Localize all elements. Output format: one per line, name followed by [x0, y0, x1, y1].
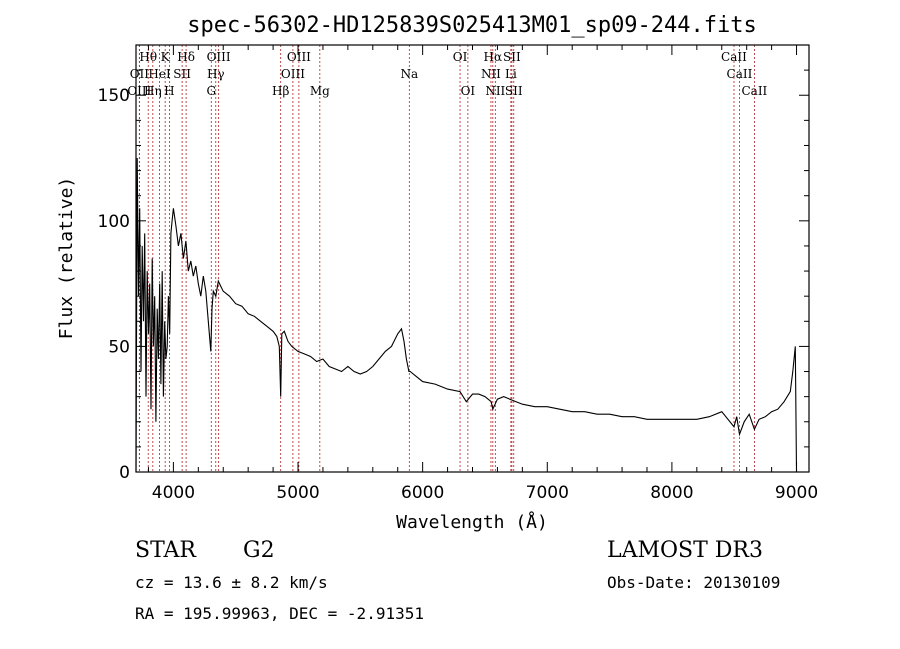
spectral-line-label: SII [173, 67, 191, 81]
spectral-line-label: H [164, 84, 174, 98]
spectral-line-label: OIII [127, 84, 151, 98]
spectral-line-label: K [161, 50, 171, 64]
spectral-line-label: Na [400, 67, 418, 81]
obs-date: Obs-Date: 20130109 [607, 573, 781, 592]
spectral-line-label: OI [461, 84, 476, 98]
y-axis-ticks: 0 50 100 150 [98, 69, 809, 483]
redshift-cz: cz = 13.6 ± 8.2 km/s [135, 573, 328, 592]
spectral-line-label: OII [130, 67, 150, 81]
object-subclass: G2 [243, 538, 275, 563]
x-tick-label: 9000 [775, 483, 818, 503]
spectral-line-label: SII [503, 50, 521, 64]
spectral-line-label: Hβ [272, 84, 289, 98]
ra-dec: RA = 195.99963, DEC = -2.91351 [135, 604, 424, 623]
plot-frame [135, 44, 810, 473]
spectral-line-label: OIII [281, 67, 305, 81]
x-tick-label: 4000 [152, 483, 195, 503]
survey-name: LAMOST DR3 [607, 538, 763, 563]
spectral-line-label: NII [481, 67, 501, 81]
x-axis-ticks: 4000 5000 6000 7000 8000 9000 [147, 45, 818, 503]
spectral-line-label: Hθ [139, 50, 157, 64]
spectral-line-label: Hδ [177, 50, 195, 64]
y-tick-label: 100 [98, 212, 130, 232]
spectral-line-label: OIII [287, 50, 311, 64]
spectral-line-label: NII [485, 84, 505, 98]
spectral-line-label: OI [453, 50, 468, 64]
y-tick-label: 0 [119, 463, 130, 483]
spectral-line-label: Hγ [207, 67, 225, 81]
spectral-line-label: Hα [484, 50, 503, 64]
x-axis-label: Wavelength (Å) [396, 511, 548, 533]
spectral-line-labels: Hθ OII OIII K HeI Hη Hδ SII H OIII Hγ G OIII OIII Hβ Mg… [127, 50, 767, 98]
y-tick-label: 50 [108, 337, 130, 357]
spectral-line-label: CaII [741, 84, 767, 98]
spectral-line-label: G [206, 84, 216, 98]
spectrum-line [135, 157, 798, 473]
spectral-line-label: CaII [727, 67, 753, 81]
object-class: STAR [135, 538, 196, 563]
spectral-line-label: SII [505, 84, 523, 98]
spectral-lines [138, 45, 755, 472]
spectral-line-label: CaII [721, 50, 747, 64]
spectral-line-label: HeI [148, 67, 171, 81]
spectral-line-label: OIII [207, 50, 231, 64]
spectral-line-label: Mg [310, 84, 330, 98]
chart-title: spec-56302-HD125839S025413M01_sp09-244.f… [187, 13, 757, 38]
y-tick-label: 150 [98, 86, 130, 106]
y-axis-label: Flux (relative) [56, 177, 77, 340]
spectral-line-label: Li [505, 67, 517, 81]
x-tick-label: 6000 [401, 483, 444, 503]
x-tick-label: 7000 [526, 483, 569, 503]
x-tick-label: 8000 [650, 483, 693, 503]
spectral-line-label: Hη [144, 84, 162, 98]
x-tick-label: 5000 [276, 483, 319, 503]
